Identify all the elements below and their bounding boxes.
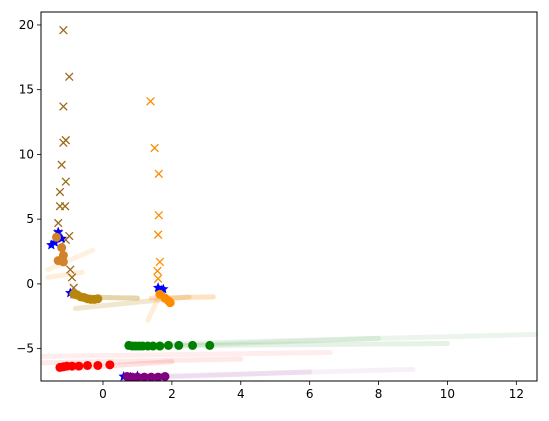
point-0-5 <box>57 160 66 170</box>
x-tick-label-6: 12 <box>509 387 524 401</box>
point-3-4 <box>58 257 68 267</box>
trail-10 <box>41 356 244 366</box>
trail-0 <box>45 269 85 280</box>
series-4 <box>69 289 103 304</box>
point-0-7 <box>55 187 65 197</box>
point-7-6 <box>93 360 103 370</box>
points-layer <box>46 25 215 381</box>
point-0-0 <box>59 25 68 35</box>
y-tick-label-2: 5 <box>26 212 34 226</box>
point-7-4 <box>74 361 84 371</box>
y-tick-label-4: 15 <box>19 83 34 97</box>
point-1-4 <box>153 230 163 239</box>
point-3-0 <box>52 232 61 242</box>
plot-frame <box>40 11 538 382</box>
point-1-6 <box>153 266 162 276</box>
series-7 <box>55 360 115 372</box>
point-0-4 <box>59 138 68 148</box>
x-tick-label-0: 0 <box>99 387 107 401</box>
y-axis: −5 0 5 10 15 20 <box>16 18 41 356</box>
x-tick-label-5: 10 <box>440 387 455 401</box>
series-1 <box>146 97 165 283</box>
point-6-8 <box>163 340 173 350</box>
y-tick-label-0: −5 <box>16 342 34 356</box>
x-tick-label-4: 8 <box>375 387 383 401</box>
series-5 <box>155 289 175 308</box>
point-1-7 <box>153 274 163 283</box>
point-6-10 <box>188 340 198 350</box>
series-0 <box>53 25 78 293</box>
x-tick-label-3: 6 <box>306 387 314 401</box>
series-3 <box>52 232 68 267</box>
point-6-7 <box>155 341 165 351</box>
y-tick-label-5: 20 <box>19 18 34 32</box>
point-6-6 <box>148 341 158 351</box>
point-7-5 <box>83 360 92 370</box>
point-8-6 <box>160 371 170 381</box>
point-1-1 <box>150 143 159 153</box>
point-8-2 <box>132 372 142 381</box>
point-4-7 <box>93 294 103 304</box>
point-3-1 <box>57 243 67 253</box>
x-tick-label-2: 4 <box>237 387 245 401</box>
point-0-1 <box>64 72 74 81</box>
trail-9 <box>41 350 333 359</box>
point-0-6 <box>61 177 71 186</box>
point-1-2 <box>154 169 164 179</box>
point-6-9 <box>174 340 184 350</box>
trail-1 <box>45 247 96 273</box>
point-2-1 <box>49 236 61 247</box>
trail-13 <box>121 366 416 380</box>
point-2-0 <box>46 239 57 250</box>
point-1-5 <box>155 257 165 267</box>
series-6 <box>124 340 215 351</box>
point-0-15 <box>67 273 77 282</box>
x-axis: 0 2 4 6 8 10 12 <box>99 381 524 401</box>
point-8-4 <box>146 372 156 381</box>
point-0-2 <box>59 102 68 111</box>
point-8-5 <box>153 372 163 381</box>
x-tick-label-1: 2 <box>168 387 176 401</box>
point-5-3 <box>165 298 175 308</box>
y-tick-label-3: 10 <box>19 147 34 161</box>
y-tick-label-1: 0 <box>26 277 34 291</box>
point-7-7 <box>105 360 115 370</box>
point-0-14 <box>66 265 75 274</box>
point-1-0 <box>146 97 155 106</box>
point-0-9 <box>55 201 65 211</box>
point-6-11 <box>205 340 215 350</box>
trails-layer <box>41 247 537 381</box>
series-8 <box>122 371 170 381</box>
point-0-10 <box>53 218 63 228</box>
point-7-3 <box>67 361 77 371</box>
point-8-3 <box>139 372 149 381</box>
point-1-3 <box>154 211 164 220</box>
